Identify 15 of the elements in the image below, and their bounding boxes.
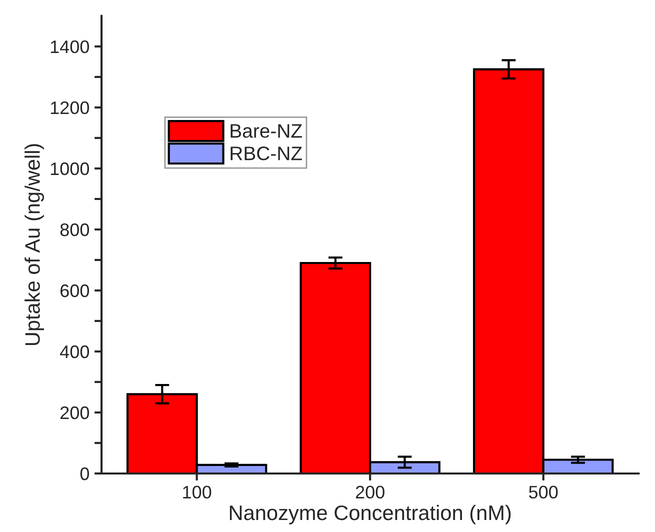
y-tick-label: 0 bbox=[80, 467, 90, 480]
y-tick-label: 1200 bbox=[50, 101, 90, 114]
legend-label: Bare-NZ bbox=[230, 124, 302, 138]
y-axis-title: Uptake of Au (ng/well) bbox=[24, 144, 44, 346]
x-tick-label: 200 bbox=[356, 486, 384, 499]
x-tick-label: 500 bbox=[528, 486, 558, 499]
y-tick-label: 1000 bbox=[50, 162, 90, 176]
x-tick-label: 100 bbox=[183, 486, 212, 499]
y-tick-label: 800 bbox=[60, 223, 90, 236]
x-axis-title: Nanozyme Concentration (nM) bbox=[230, 504, 511, 524]
y-tick-label: 1400 bbox=[50, 40, 90, 54]
y-tick-label: 400 bbox=[60, 345, 90, 358]
legend-label: RBC-NZ bbox=[230, 146, 302, 160]
y-tick-label: 600 bbox=[60, 284, 90, 298]
y-tick-label: 200 bbox=[60, 406, 90, 420]
